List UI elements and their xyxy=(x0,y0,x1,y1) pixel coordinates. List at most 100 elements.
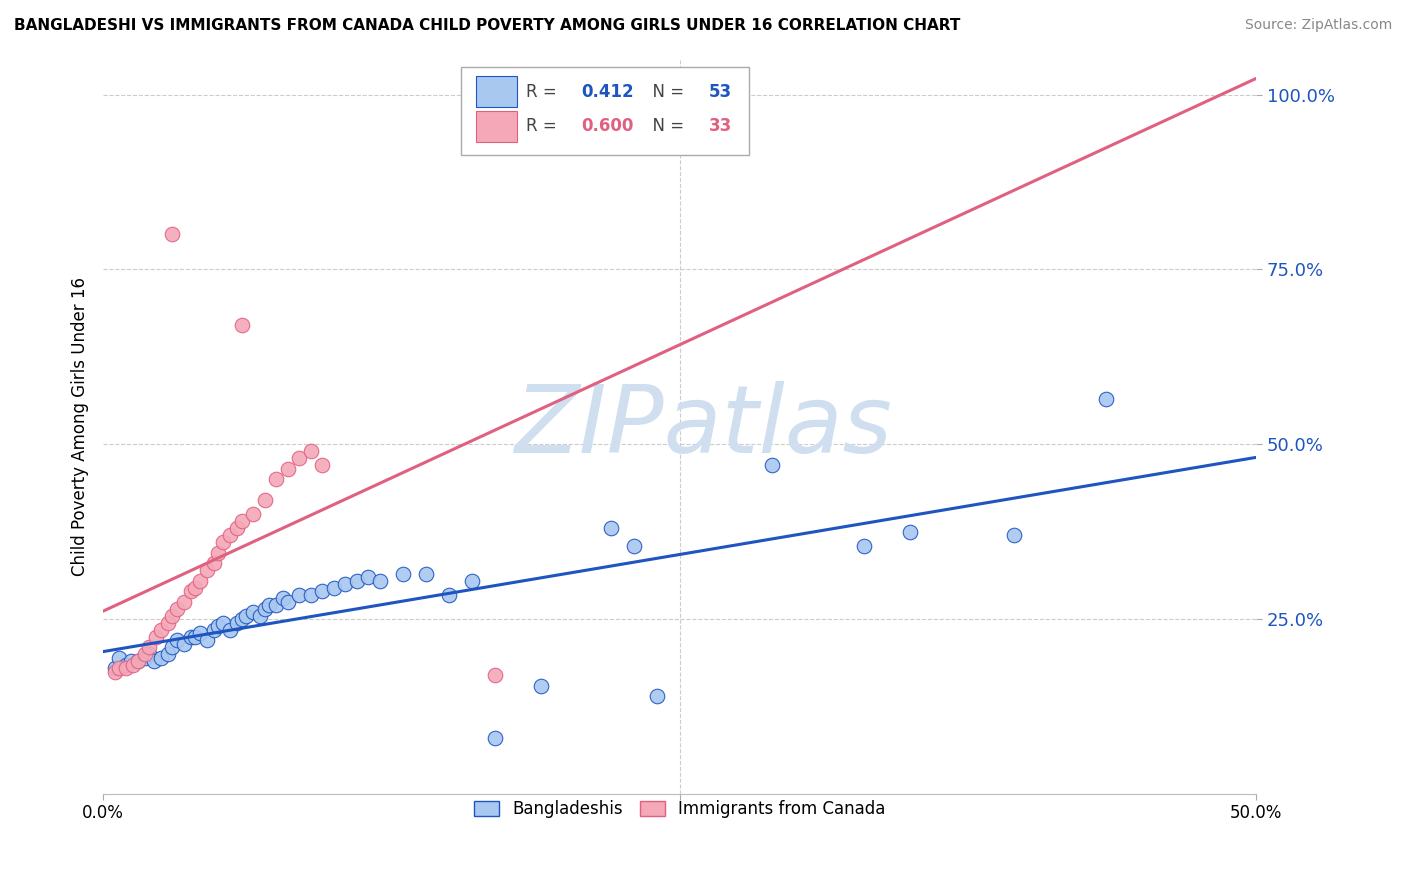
Point xyxy=(346,574,368,588)
Point xyxy=(437,588,460,602)
Point xyxy=(225,521,247,535)
Point xyxy=(195,633,218,648)
Text: ZIPatlas: ZIPatlas xyxy=(513,381,891,473)
Point xyxy=(122,657,145,672)
Text: 0.412: 0.412 xyxy=(582,83,634,101)
Y-axis label: Child Poverty Among Girls Under 16: Child Poverty Among Girls Under 16 xyxy=(72,277,89,576)
Point xyxy=(162,608,184,623)
Point xyxy=(311,584,333,599)
Point xyxy=(149,650,172,665)
Point xyxy=(288,451,311,466)
Point xyxy=(461,574,484,588)
Point xyxy=(120,654,142,668)
Point xyxy=(104,665,127,679)
Point xyxy=(180,584,202,599)
Point xyxy=(195,563,218,577)
Point xyxy=(115,657,138,672)
Point xyxy=(127,654,149,668)
Point xyxy=(249,608,271,623)
Point xyxy=(530,679,553,693)
Point xyxy=(277,462,299,476)
Point xyxy=(761,458,783,473)
Point xyxy=(115,661,138,675)
Point xyxy=(853,539,876,553)
Point xyxy=(166,633,188,648)
Point xyxy=(231,318,253,333)
Point xyxy=(645,689,668,703)
Point xyxy=(212,615,235,630)
Point xyxy=(188,626,211,640)
Point xyxy=(277,595,299,609)
FancyBboxPatch shape xyxy=(475,77,517,107)
Point xyxy=(253,493,276,508)
Text: N =: N = xyxy=(641,83,689,101)
Point xyxy=(242,508,264,522)
Point xyxy=(180,630,202,644)
Point xyxy=(1002,528,1025,542)
Point xyxy=(368,574,391,588)
Text: Source: ZipAtlas.com: Source: ZipAtlas.com xyxy=(1244,18,1392,32)
Text: N =: N = xyxy=(641,118,689,136)
Point xyxy=(202,556,225,570)
Point xyxy=(184,630,207,644)
Point xyxy=(322,581,344,595)
Point xyxy=(1095,392,1118,406)
Point xyxy=(599,521,621,535)
Text: 33: 33 xyxy=(709,118,731,136)
Point xyxy=(173,595,195,609)
Point xyxy=(108,650,131,665)
Point xyxy=(264,472,287,486)
Point xyxy=(415,566,437,581)
Point xyxy=(898,524,921,539)
Point xyxy=(311,458,333,473)
Point xyxy=(142,654,165,668)
Point xyxy=(166,601,188,615)
Legend: Bangladeshis, Immigrants from Canada: Bangladeshis, Immigrants from Canada xyxy=(465,791,894,826)
Point xyxy=(235,608,257,623)
Point xyxy=(145,630,167,644)
Point xyxy=(162,640,184,655)
Point xyxy=(231,612,253,626)
Point xyxy=(253,601,276,615)
Point xyxy=(134,650,156,665)
Text: BANGLADESHI VS IMMIGRANTS FROM CANADA CHILD POVERTY AMONG GIRLS UNDER 16 CORRELA: BANGLADESHI VS IMMIGRANTS FROM CANADA CH… xyxy=(14,18,960,33)
Text: R =: R = xyxy=(526,118,562,136)
Text: 0.600: 0.600 xyxy=(582,118,634,136)
Point xyxy=(212,535,235,549)
Point xyxy=(299,444,322,458)
Point xyxy=(162,227,184,242)
Point xyxy=(271,591,294,606)
Point xyxy=(138,647,160,661)
Point xyxy=(392,566,415,581)
Point xyxy=(138,640,160,655)
Point xyxy=(484,731,506,745)
Point xyxy=(357,570,380,584)
Point xyxy=(242,605,264,619)
Point xyxy=(156,647,179,661)
Point xyxy=(257,598,280,612)
Point xyxy=(207,546,229,560)
Point xyxy=(149,623,172,637)
Point xyxy=(104,661,127,675)
Point xyxy=(484,668,506,682)
Point xyxy=(134,647,156,661)
Point xyxy=(184,581,207,595)
Point xyxy=(127,654,149,668)
Point xyxy=(225,615,247,630)
Point xyxy=(156,615,179,630)
Point xyxy=(335,577,357,591)
Point xyxy=(207,619,229,633)
Point xyxy=(219,528,242,542)
Point xyxy=(173,637,195,651)
Text: 53: 53 xyxy=(709,83,731,101)
Point xyxy=(623,539,645,553)
Point xyxy=(188,574,211,588)
Point xyxy=(108,661,131,675)
FancyBboxPatch shape xyxy=(475,111,517,142)
Point xyxy=(264,598,287,612)
Point xyxy=(219,623,242,637)
FancyBboxPatch shape xyxy=(461,67,749,155)
Point xyxy=(288,588,311,602)
Point xyxy=(231,514,253,528)
Point xyxy=(202,623,225,637)
